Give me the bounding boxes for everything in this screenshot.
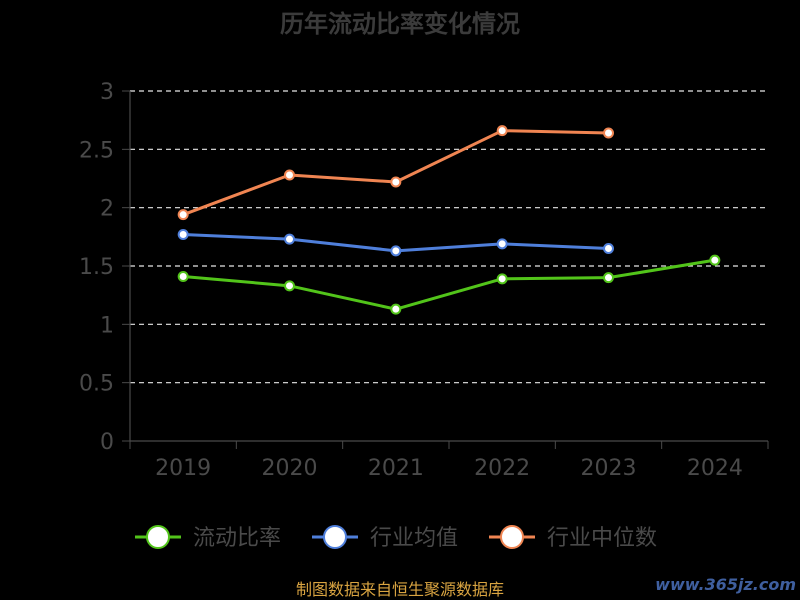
legend-swatch-marker [500, 525, 524, 549]
x-tick-label: 2019 [155, 456, 211, 481]
legend-swatch-marker [323, 525, 347, 549]
data-point [284, 280, 295, 292]
data-point [390, 245, 402, 257]
watermark: www.365jz.com [655, 575, 796, 594]
data-point [390, 303, 402, 315]
legend: 流动比率 行业均值 行业中位数 [135, 525, 657, 551]
y-tick-label: 1 [100, 313, 114, 338]
y-tick-label: 2 [100, 197, 114, 222]
data-point [177, 229, 189, 240]
legend-label: 行业中位数 [547, 526, 657, 551]
data-point [603, 127, 614, 139]
y-tick-label: 0.5 [79, 372, 114, 397]
source-note: 制图数据来自恒生聚源数据库 [296, 580, 504, 599]
data-point [496, 273, 508, 285]
x-tick-label: 2022 [474, 456, 530, 481]
legend-label: 行业均值 [370, 526, 458, 551]
data-point [284, 233, 295, 245]
x-tick-label: 2020 [262, 456, 318, 481]
x-tick-label: 2021 [368, 456, 424, 481]
axes: 0 0.5 1 1.5 2 2.5 3 2019 2020 2021 2022 2023 2024 [79, 80, 769, 481]
data-point [496, 125, 508, 137]
x-tick-label: 2023 [581, 456, 637, 481]
series-line [182, 129, 609, 217]
y-tick-label: 1.5 [79, 255, 114, 280]
grid [130, 90, 768, 384]
x-tick-label: 2024 [687, 456, 743, 481]
data-point [603, 243, 614, 254]
y-tick-label: 2.5 [79, 138, 114, 163]
data-point [496, 238, 508, 250]
data-point [709, 254, 721, 266]
legend-swatch-marker [146, 525, 170, 549]
data-point [284, 169, 295, 181]
data-point [177, 271, 189, 282]
series-layer [177, 125, 721, 315]
y-tick-label: 3 [100, 80, 114, 105]
data-point [177, 209, 189, 221]
legend-label: 流动比率 [193, 526, 281, 551]
chart-title: 历年流动比率变化情况 [280, 10, 520, 38]
data-point [603, 272, 614, 284]
y-tick-label: 0 [100, 430, 114, 455]
series-line [183, 258, 716, 311]
data-point [390, 176, 402, 188]
